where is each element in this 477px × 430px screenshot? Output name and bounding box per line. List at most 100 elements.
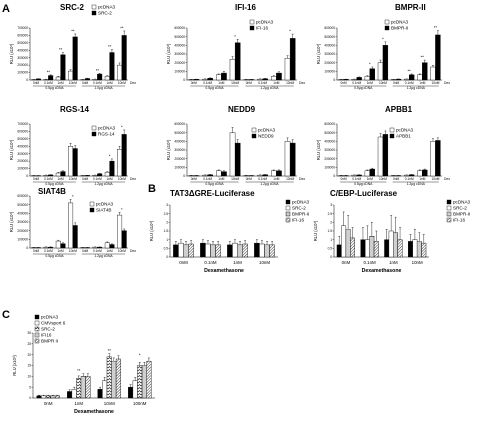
bar: [72, 225, 78, 249]
bar: [60, 54, 66, 81]
bar: [377, 136, 384, 177]
group-label: 0.5μg cDNA: [354, 86, 373, 90]
bar: [128, 386, 134, 399]
bar: [104, 172, 110, 177]
bar: [271, 76, 277, 81]
bar: [271, 170, 277, 177]
x-tick-label: 1nM: [367, 177, 374, 181]
y-tick-label: 0: [29, 396, 31, 400]
x-tick-label: 10nM: [431, 177, 439, 181]
x-tick-label: 10nM: [118, 81, 126, 85]
chart-2: BMPR-II 0 100000 200000 300000 400000 500000 60…: [316, 3, 450, 90]
bar: [404, 174, 410, 177]
legend-label: SRC-2: [98, 11, 112, 16]
y-tick-label: 15: [27, 364, 31, 368]
x-tick-label: 1nM: [58, 249, 65, 253]
legend-label: pcDNA3: [453, 200, 471, 205]
x-tick-label: 10nM: [118, 249, 126, 253]
y-tick-label: 400000: [17, 211, 28, 215]
x-tick-label: 0.1nM: [258, 81, 267, 85]
bar: [43, 79, 49, 81]
group-label: 1.2μg cDNA: [94, 182, 113, 186]
y-tick-label: 300000: [174, 52, 185, 56]
legend-label: IFI-16: [453, 218, 465, 223]
x-tick-label: 0.1nM: [44, 249, 53, 253]
legend-swatch: [89, 207, 95, 213]
y-tick-label: 500000: [174, 35, 185, 39]
group-label: 0.5μg cDNA: [205, 86, 224, 90]
x-tick-label: 0nM: [393, 177, 400, 181]
legend-swatch: [285, 199, 291, 205]
bar: [382, 134, 389, 177]
bar: [257, 78, 263, 81]
x-tick-label: 1nM: [218, 177, 225, 181]
y-tick-label: 200000: [324, 61, 335, 65]
y-tick-label: 600000: [17, 130, 28, 134]
panel-label-a: A: [2, 3, 10, 15]
y-tick-label: 400000: [17, 144, 28, 148]
x-tick-label: 1nM: [218, 81, 225, 85]
y-tick-label: 300000: [174, 148, 185, 152]
chart-1: IFI-16 0 100000 200000 300000 400000 500000 600…: [166, 3, 305, 90]
y-axis-label: RLU (x10³): [316, 139, 321, 160]
x-tick-label: 0nM: [33, 177, 40, 181]
y-tick-label: 400000: [324, 139, 335, 143]
legend-label: IFI-16: [292, 218, 304, 223]
bar: [248, 79, 255, 81]
bar: [373, 241, 379, 258]
y-tick-label: 100000: [17, 237, 28, 241]
panel-label-c: C: [2, 309, 10, 321]
x-tick-label: 1nM: [419, 81, 426, 85]
group-label: 1.2μg cDNA: [407, 182, 426, 186]
legend-label: SRC-2: [453, 206, 467, 211]
bar: [84, 175, 90, 177]
bar: [216, 74, 222, 81]
bar: [146, 360, 152, 399]
bar: [109, 244, 115, 249]
y-axis-label: RLU (x10³): [12, 355, 17, 376]
bar: [43, 246, 49, 249]
y-tick-label: 0: [26, 174, 28, 178]
x-tick-label: 0.1nM: [364, 260, 377, 265]
bar: [60, 171, 66, 177]
significance-label: **: [120, 25, 124, 30]
y-tick-label: 600000: [17, 34, 28, 38]
chart-title: SIAT4B: [38, 187, 66, 196]
x-tick-label: 0nM: [44, 401, 53, 406]
bar: [351, 174, 357, 177]
x-tick-label: 0.1nM: [44, 81, 53, 85]
legend-label: pcDNA3: [41, 315, 59, 320]
x-tick-label: 10nM: [69, 249, 77, 253]
x-tick-label: 0nM: [82, 177, 89, 181]
x-tick-label: 1nM: [107, 249, 114, 253]
y-tick-label: 5: [29, 385, 31, 389]
x-axis-label: Dexamethasone: [204, 268, 244, 274]
y-tick-label: 1: [330, 238, 332, 242]
legend-swatch: [446, 199, 452, 205]
bar: [55, 172, 61, 177]
bar: [351, 79, 357, 81]
legend-label: APBB1: [396, 134, 411, 139]
bar: [356, 77, 362, 81]
significance-label: *: [121, 207, 123, 212]
y-tick-label: 3: [166, 203, 168, 207]
x-tick-label: 0.1nM: [352, 81, 361, 85]
bar: [92, 79, 98, 81]
legend-swatch: [34, 326, 40, 332]
legend-swatch: [446, 205, 452, 211]
bar: [388, 230, 394, 258]
group-label: 0.5μg cDNA: [45, 182, 64, 186]
legend-swatch: [285, 211, 291, 217]
bar: [102, 380, 108, 399]
legend-label: BMPR-II: [391, 26, 408, 31]
legend-label: SRC-2: [292, 206, 306, 211]
bar: [137, 365, 143, 399]
x-tick-label: 0nM: [246, 81, 253, 85]
legend-swatch: [285, 217, 291, 223]
bar: [350, 237, 355, 258]
x-tick-label: 0nM: [82, 81, 89, 85]
y-tick-label: 2.5: [328, 212, 333, 216]
legend-label: pcDNA3: [98, 126, 116, 131]
legend-swatch: [34, 332, 40, 338]
bar: [41, 395, 47, 399]
